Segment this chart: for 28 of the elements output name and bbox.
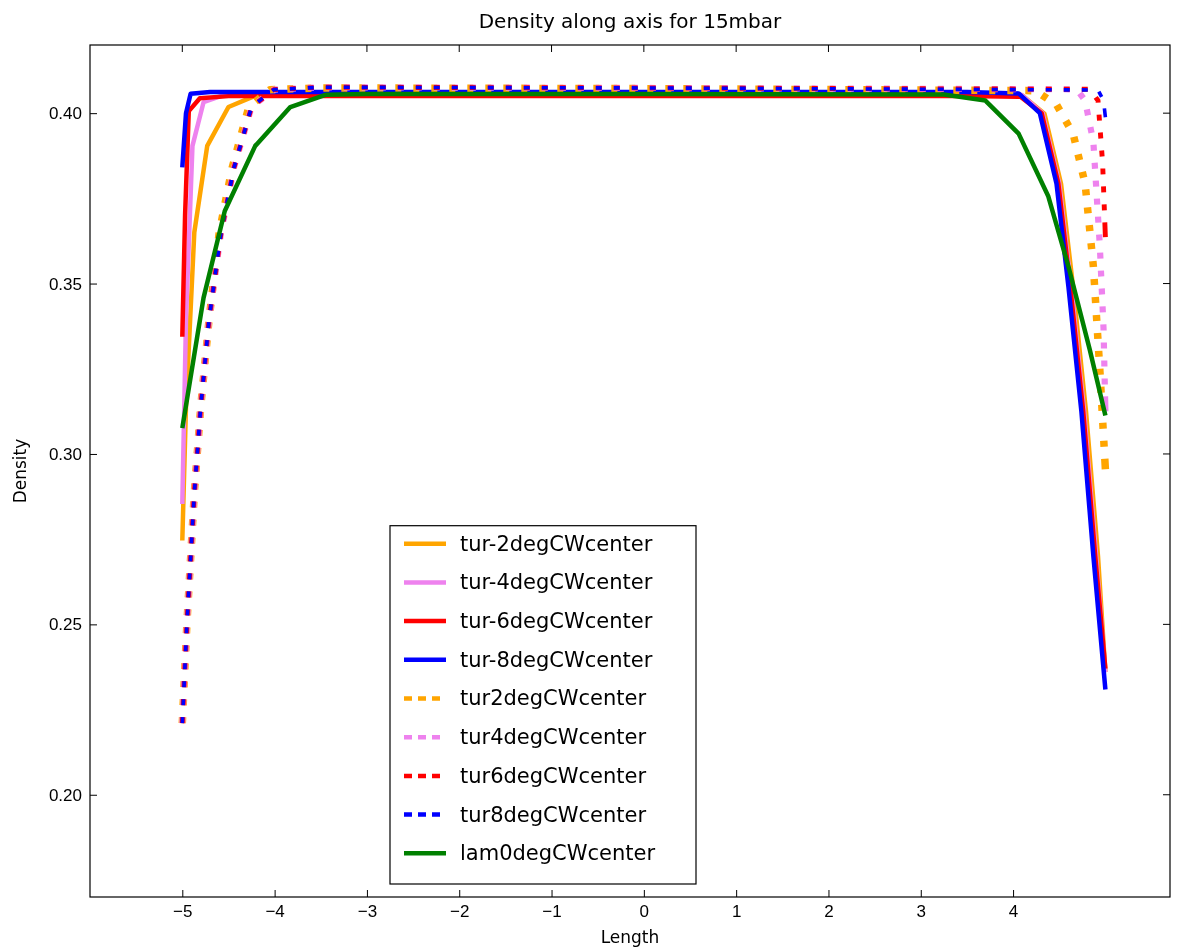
legend-label: tur2degCWcenter bbox=[460, 686, 647, 711]
legend-label: tur8degCWcenter bbox=[460, 802, 647, 827]
legend-label: tur4degCWcenter bbox=[460, 725, 647, 750]
x-tick-label: −5 bbox=[173, 902, 193, 922]
x-tick-label: 3 bbox=[916, 902, 926, 922]
y-axis-title: Density bbox=[10, 438, 30, 504]
x-tick-label: −2 bbox=[450, 902, 470, 922]
y-tick-label: 0.35 bbox=[48, 274, 82, 294]
line-series bbox=[180, 91, 1108, 431]
y-tick-label: 0.20 bbox=[48, 785, 82, 805]
chart-title: Density along axis for 15mbar bbox=[478, 9, 783, 33]
y-tick-label: 0.40 bbox=[48, 104, 82, 124]
legend-label: tur6degCWcenter bbox=[460, 763, 647, 788]
x-tick-label: 0 bbox=[639, 902, 650, 922]
legend-label: tur-4degCWcenter bbox=[460, 570, 653, 595]
y-tick-label: 0.30 bbox=[48, 444, 82, 464]
x-tick-label: 2 bbox=[824, 902, 834, 922]
x-tick-label: 1 bbox=[731, 902, 742, 922]
x-tick-label: −1 bbox=[542, 902, 562, 922]
legend-label: tur-6degCWcenter bbox=[460, 609, 653, 634]
x-tick-label: 4 bbox=[1008, 902, 1019, 922]
y-tick-label: 0.25 bbox=[48, 615, 82, 635]
legend-label: lam0degCWcenter bbox=[460, 841, 656, 866]
x-tick-label: −3 bbox=[357, 902, 378, 922]
legend-label: tur-8degCWcenter bbox=[460, 647, 653, 672]
x-tick-label: −4 bbox=[265, 902, 285, 922]
legend-label: tur-2degCWcenter bbox=[460, 531, 653, 556]
x-axis-title: Length bbox=[600, 927, 660, 947]
